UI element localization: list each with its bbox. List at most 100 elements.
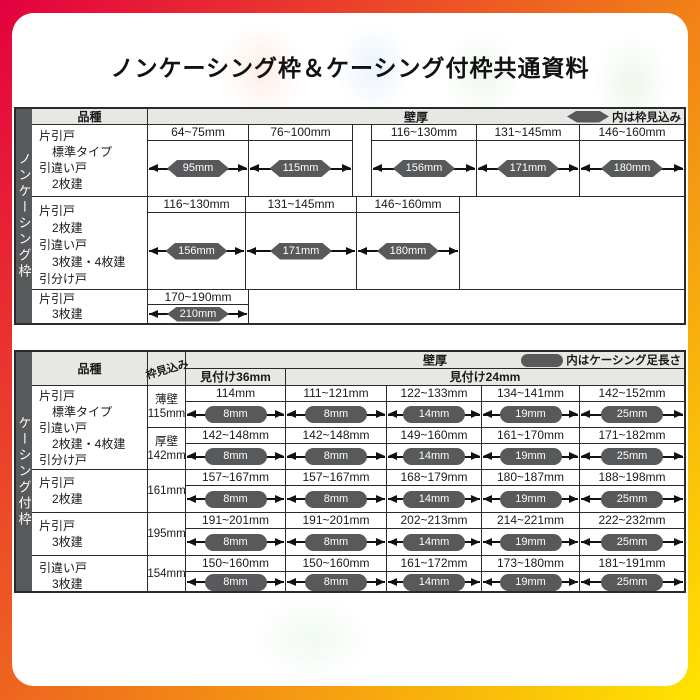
dimension-capsule: 14mm [403,406,465,423]
spec-cell: 214~221mm 19mm [482,513,580,555]
table-header-row: 品種 枠見込み 壁厚 内はケーシング足長さ 見付け36mm 見付け24 [32,352,684,386]
product-type-line: 3枚建・4枚建 [52,255,126,269]
spec-columns: 114mm 8mm 111~121mm 8mm 122~133mm 14mm 134~… [186,386,684,427]
wall-range-label: 214~221mm [482,513,579,529]
spec-cell: 142~148mm 8mm [286,428,387,469]
dimension-arrow: 14mm [387,572,481,592]
wall-thickness-label: 壁厚 [403,110,429,124]
table-header-row: 品種 壁厚 内は枠見込み [32,109,684,125]
frame-depth-line: 薄壁 [155,393,178,406]
spec-cell: 142~148mm 8mm [186,428,286,469]
wall-range-label: 142~148mm [286,428,386,444]
casing-table: ケーシング付枠 品種 枠見込み 壁厚 内はケーシング足長さ [14,350,686,593]
dimension-capsule: 19mm [499,533,562,551]
wall-range-label: 161~170mm [482,428,579,444]
product-type-header: 品種 [32,352,148,385]
spec-cell: 111~121mm 8mm [286,386,387,427]
dimension-arrow: 8mm [286,572,386,592]
wall-range-label: 64~75mm [148,125,248,141]
frame-depth-cell: 厚壁 142mm [147,428,186,469]
table-row: 片引戸 3枚建 195mm 191~201mm 8mm 191~201mm 8mm … [32,513,684,556]
product-type-line: 片引戸 [39,476,76,490]
dimension-capsule: 95mm [167,160,229,177]
dimension-capsule: 115mm [270,160,332,177]
dimension-capsule: 8mm [305,448,367,465]
wall-range-label: 131~145mm [477,125,579,141]
dimension-arrow: 8mm [286,529,386,555]
dimension-capsule: 19mm [499,490,562,508]
wall-range-label: 191~201mm [286,513,386,529]
dimension-capsule: 156mm [166,243,228,260]
legend: 内はケーシング足長さ [521,352,681,368]
spec-cell: 157~167mm 8mm [186,470,286,512]
dimension-capsule: 14mm [403,533,465,551]
wall-range-label: 116~130mm [372,125,476,141]
wall-range-label: 122~133mm [387,386,481,402]
product-type-line: 引分け戸 [39,453,88,467]
dimension-arrow: 171mm [477,141,579,196]
spec-cell: 116~130mm 156mm [148,197,246,289]
spec-cell: 202~213mm 14mm [387,513,482,555]
dimension-capsule: 180mm [377,243,439,260]
dimension-arrow: 8mm [286,486,386,512]
frame-depth-line: 154mm [147,568,186,580]
product-type-line: 3枚建 [52,307,83,321]
dimension-arrow: 14mm [387,444,481,469]
spec-cell: 150~160mm 8mm [186,556,286,592]
product-type-line: 引違い戸 [39,238,88,252]
face-width-header-row: 見付け36mm 見付け24mm [186,369,684,385]
dimension-arrow: 115mm [249,141,352,196]
wall-range-label: 157~167mm [286,470,386,486]
wall-range-label: 180~187mm [482,470,579,486]
dimension-capsule: 210mm [167,307,229,322]
dimension-capsule: 8mm [305,573,367,591]
dimension-arrow: 8mm [186,486,285,512]
dimension-capsule: 14mm [403,573,465,591]
dimension-arrow: 156mm [372,141,476,196]
dimension-arrow: 8mm [186,572,285,592]
product-type-line: 2枚建 [52,177,83,191]
dimension-arrow: 210mm [148,305,248,323]
wall-range-label: 188~198mm [580,470,684,486]
wall-range-label: 202~213mm [387,513,481,529]
dimension-capsule: 25mm [601,573,663,591]
wall-range-label: 150~160mm [286,556,386,572]
dimension-arrow: 14mm [387,402,481,427]
product-type-line: 引分け戸 [39,272,88,286]
product-type-line: 2枚建 [52,492,83,506]
product-type-line: 片引戸 [39,129,76,143]
frame-depth-header-label: 枠見込み [143,357,190,382]
spec-cell: 116~130mm 156mm [372,125,477,196]
table-row: 厚壁 142mm 142~148mm 8mm 142~148mm 8mm 149~1… [147,428,684,469]
wall-range-label: 171~182mm [580,428,684,444]
dimension-capsule: 8mm [305,490,367,508]
spec-cell: 149~160mm 14mm [387,428,482,469]
spec-columns: 170~190mm 210mm [148,290,684,323]
spec-cell: 131~145mm 171mm [477,125,580,196]
dimension-arrow: 25mm [580,486,684,512]
wall-range-label: 116~130mm [148,197,245,213]
spec-columns: 191~201mm 8mm 191~201mm 8mm 202~213mm 14mm … [186,513,684,555]
spec-cell: 191~201mm 8mm [186,513,286,555]
non-casing-table-body: 品種 壁厚 内は枠見込み 片引戸 標準タイプ 引違い戸 2枚建 [32,109,684,323]
frame-depth-cell: 薄壁 115mm [148,386,186,427]
dimension-arrow: 95mm [148,141,248,196]
spec-cell: 157~167mm 8mm [286,470,387,512]
product-type-line: 片引戸 [39,204,76,218]
dimension-arrow: 19mm [482,402,579,427]
dimension-arrow: 180mm [357,213,459,289]
dimension-arrow: 14mm [387,486,481,512]
dimension-capsule: 14mm [403,448,465,465]
product-type-line: 2枚建 [52,221,83,235]
product-type-line: 引違い戸 [39,421,88,435]
dimension-capsule: 19mm [499,406,562,423]
dimension-arrow: 8mm [286,444,386,469]
spec-cell: 146~160mm 180mm [580,125,684,196]
spec-cell: 173~180mm 19mm [482,556,580,592]
wall-range-label: 161~172mm [387,556,481,572]
wall-thickness-label: 壁厚 [422,353,448,368]
spec-cell: 134~141mm 19mm [482,386,580,427]
spec-cell: 180~187mm 19mm [482,470,580,512]
wall-range-label: 146~160mm [357,197,459,213]
dimension-capsule: 171mm [270,243,332,260]
